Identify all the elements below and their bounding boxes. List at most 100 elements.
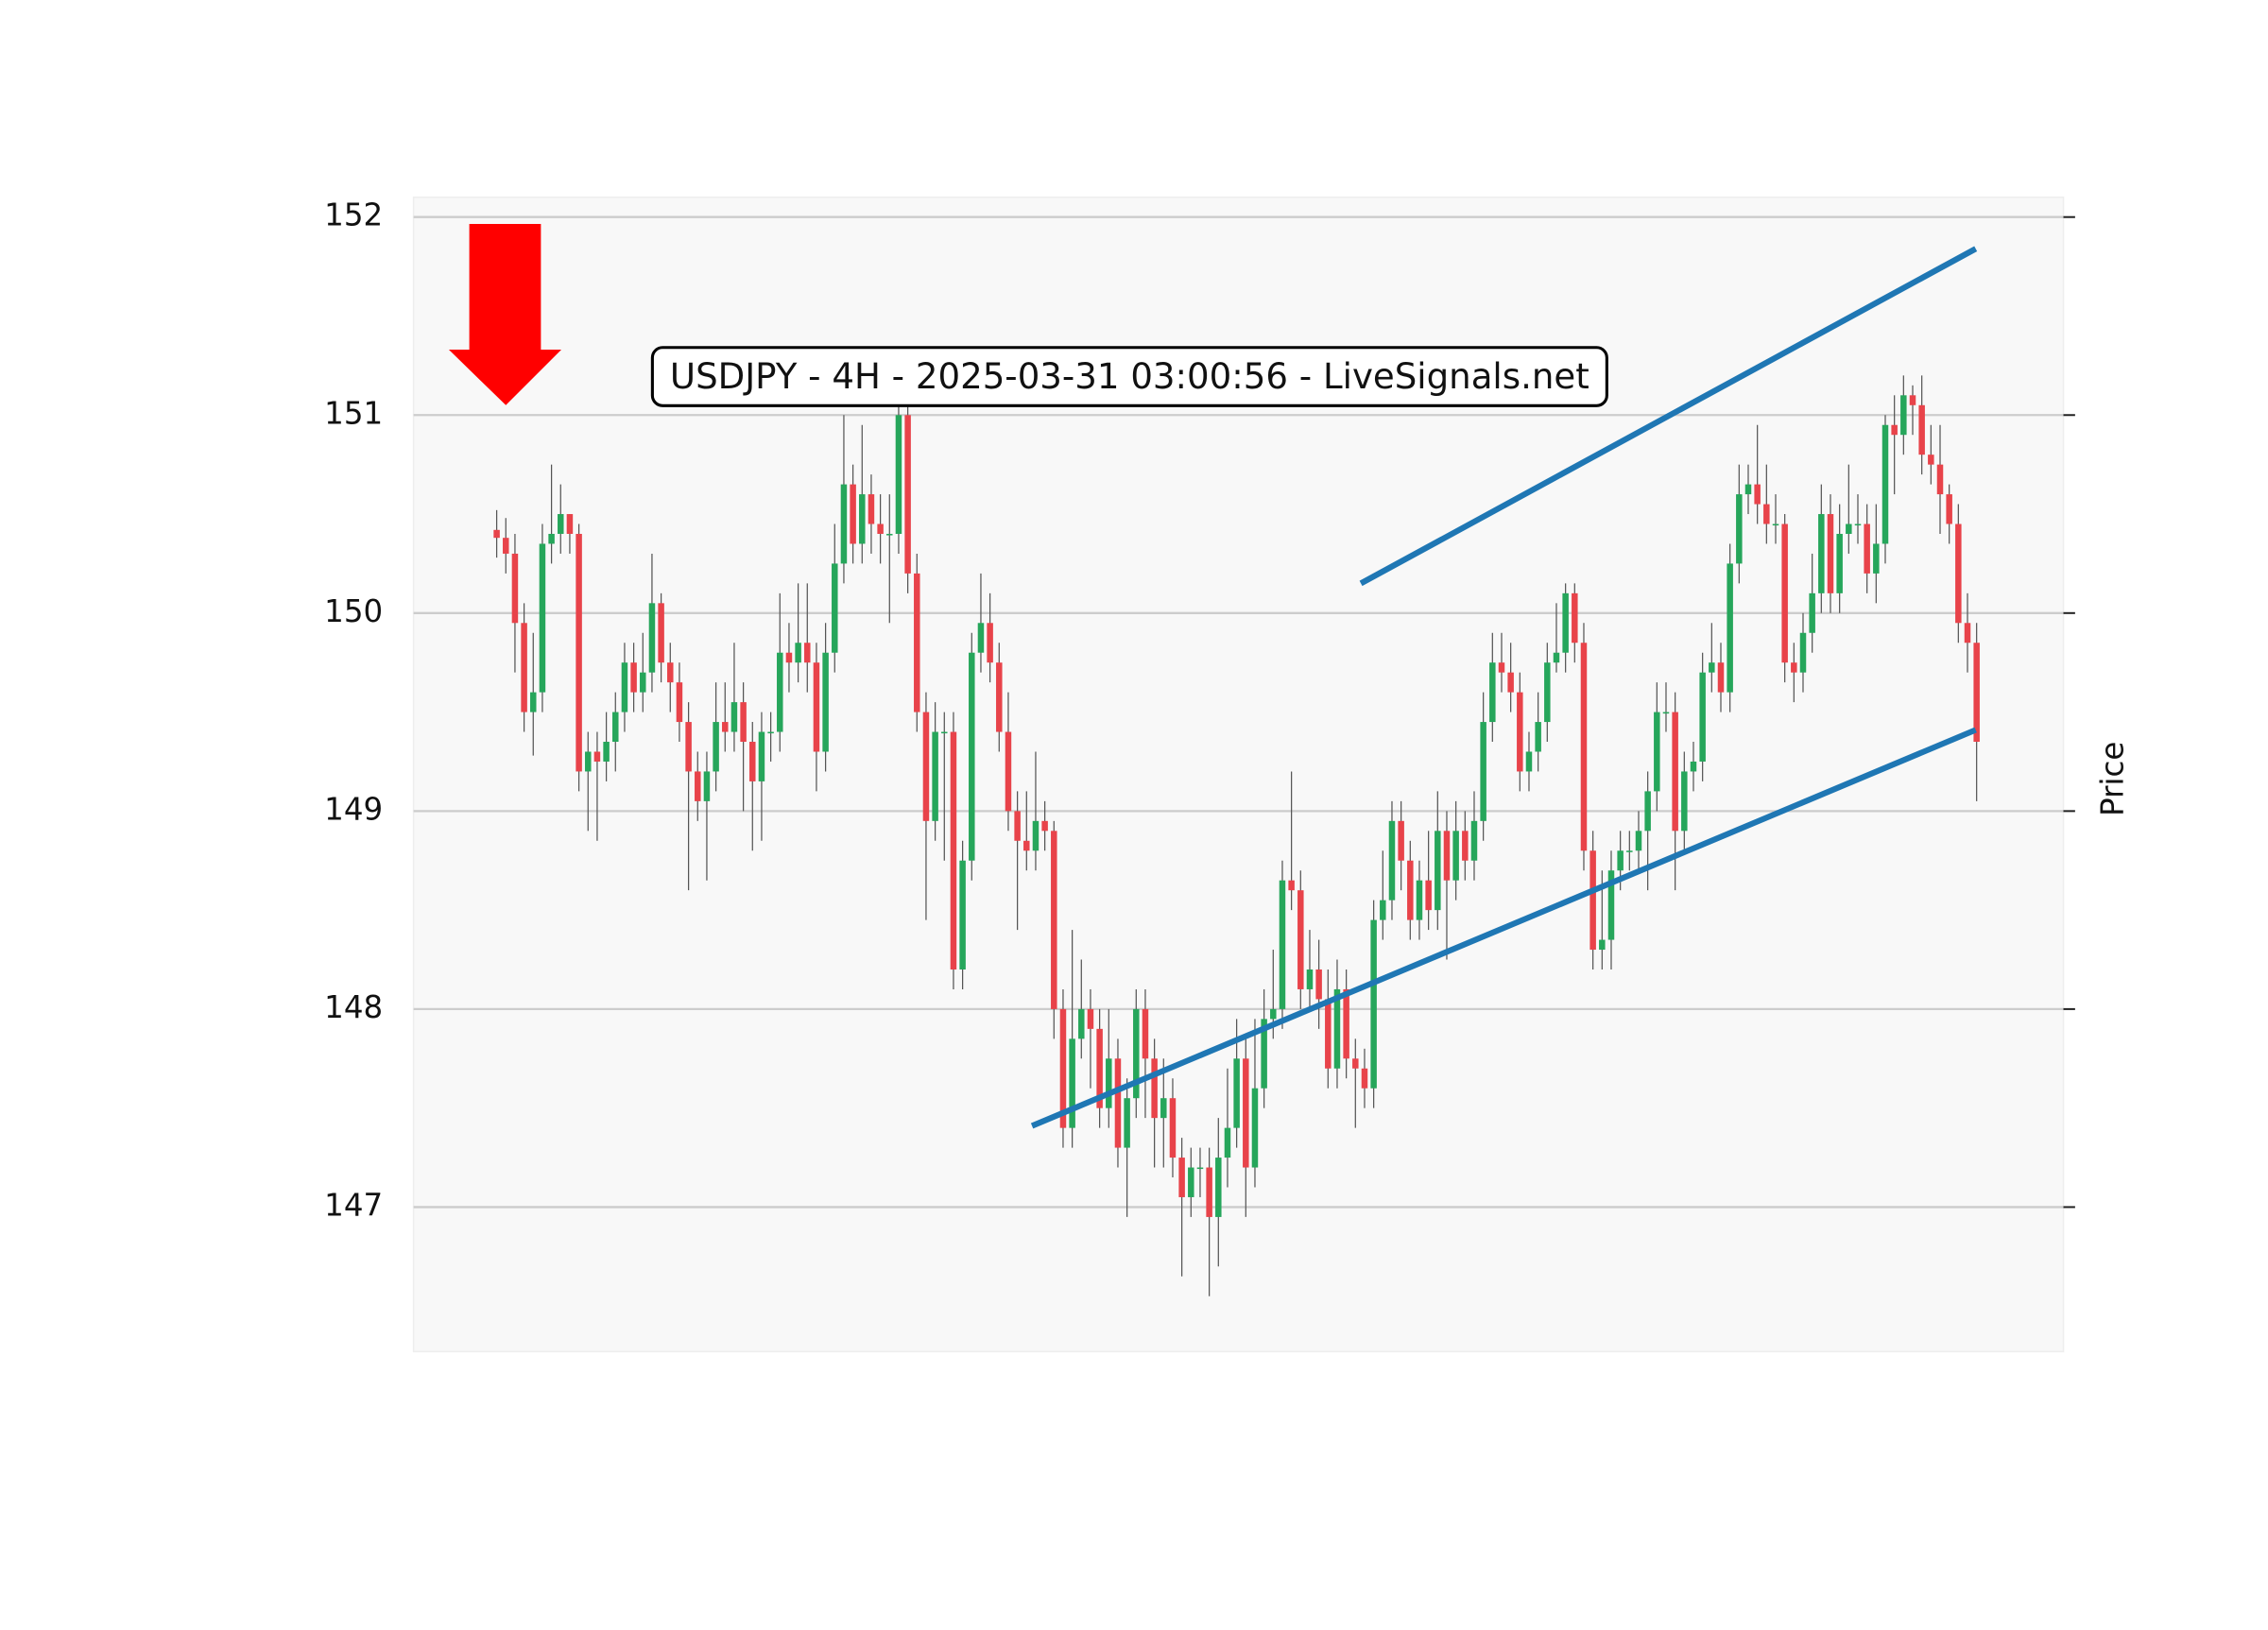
y-tick-label: 147 [324,1187,383,1223]
candle-body [1206,1167,1212,1217]
candle-body [1452,831,1459,881]
candle-body [850,484,856,544]
candle-body [1059,1008,1067,1128]
candle-body [1662,712,1670,714]
candle-body [1398,820,1404,861]
candle-body [1553,652,1560,663]
candle-body [1151,1058,1158,1119]
candle-body [1827,514,1834,593]
candle-body [503,538,509,554]
candle-body [558,514,564,534]
candle-body [1572,592,1578,643]
candle-body [1690,761,1697,772]
candle-body [1617,850,1624,871]
candle-body [914,573,920,712]
candle-body [950,731,957,969]
candle-body [1964,623,1971,643]
candle-body [1297,890,1304,989]
candle-body [1178,1158,1185,1197]
candle-body [1243,1058,1249,1168]
candle-body [1087,1008,1094,1029]
candle-body [521,623,527,712]
candle-body [722,722,729,732]
trend-line [1359,246,1978,587]
candle-body [1699,672,1706,762]
candle-body [1936,464,1944,495]
candle-body [566,514,574,534]
candle-body [1818,514,1825,593]
candle-body [648,603,656,673]
candle-body [1781,523,1788,663]
candle-body [868,494,875,524]
candle-body [1325,999,1332,1069]
candle-body [1352,1058,1359,1069]
candle-body [1507,672,1514,693]
candle-body [576,533,582,772]
y-axis-label: Price [2095,742,2131,816]
candle-body [585,751,592,772]
candle-body [1470,820,1478,861]
candle-body [539,543,546,693]
candle-body [658,603,664,663]
candle-body [1279,880,1286,1009]
candle-body [593,751,601,762]
candle-body [785,652,793,663]
candle-body [730,702,738,732]
candle-body [640,672,646,693]
candle-body [1836,533,1843,593]
candle-body [1535,722,1541,752]
candle-body [777,652,783,732]
candle-body [1188,1167,1194,1197]
candle-body [1846,523,1852,534]
candle-body [1032,820,1040,851]
candle-body [996,662,1003,732]
candle-body [1946,494,1952,524]
candle-body [941,731,948,734]
candle-body [832,563,838,653]
candle-body [1133,1008,1140,1099]
candle-body [767,731,774,734]
candle-body [1160,1098,1167,1119]
candle-body [1407,860,1414,920]
candle-body [1562,592,1569,653]
candle-body [987,623,993,663]
candle-body [969,652,975,861]
candle-body [1644,791,1651,832]
candle-body [1096,1028,1103,1108]
candle-body [1709,662,1715,673]
signal-arrow [448,224,562,405]
candle-body [1498,662,1505,673]
candle-body [1069,1038,1075,1128]
candle-body [1580,643,1588,851]
candle-body [713,722,719,772]
candle-body [1607,870,1615,940]
candle-body [1489,662,1496,723]
candle-body [749,742,756,781]
candle-body [676,682,683,723]
candle-body [1142,1008,1149,1059]
candle-body [1754,484,1761,505]
candle-body [685,722,692,772]
candle-body [1544,662,1551,723]
candle-body [1224,1127,1231,1158]
candle-body [1041,820,1048,832]
candle-body [1343,988,1349,1059]
candle-body [977,623,985,653]
candle-body [1233,1058,1240,1128]
candle-body [1589,850,1596,951]
candle-body [1517,692,1523,772]
y-tick-label: 148 [324,989,383,1025]
candle-body [813,662,820,752]
candle-body [548,533,555,544]
candle-body [1361,1068,1368,1089]
candle-body [695,771,701,801]
candle-body [1261,1019,1267,1089]
y-tick-label: 150 [324,593,383,629]
candle-body [1955,523,1962,624]
candle-body [1251,1088,1259,1168]
candle-body [1973,643,1980,743]
candle-body [1333,988,1341,1069]
candle-body [1626,850,1633,852]
candle-body [1005,731,1012,812]
candle-body [703,771,711,801]
